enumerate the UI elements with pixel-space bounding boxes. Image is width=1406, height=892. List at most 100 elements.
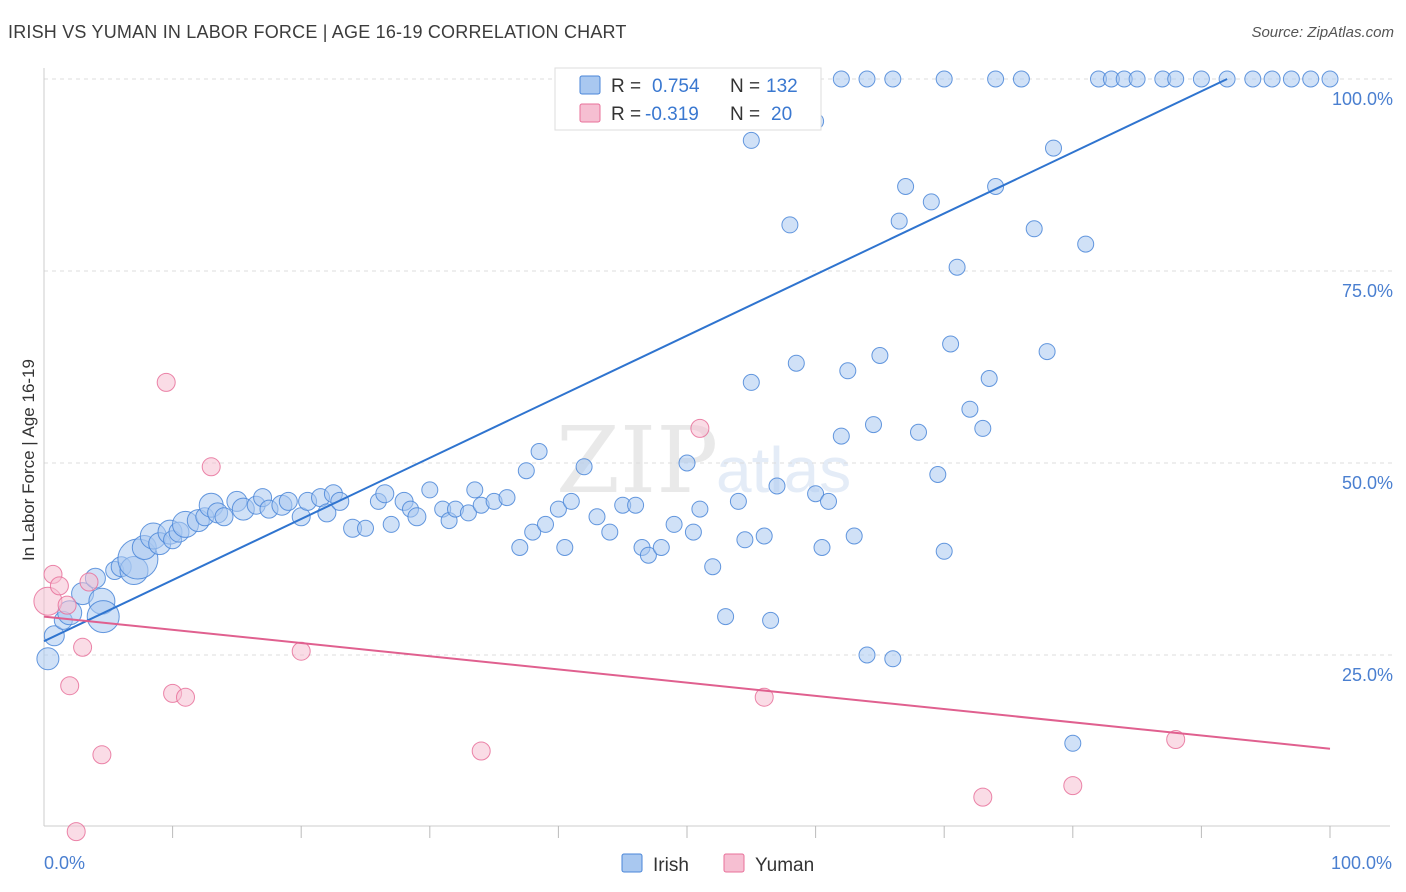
yuman-points [33, 372, 1186, 842]
yuman-point-15 [690, 418, 710, 438]
irish-point-128 [1282, 70, 1300, 88]
yuman-point-5 [66, 822, 86, 842]
irish-point-104 [980, 370, 998, 387]
irish-point-112 [832, 70, 850, 88]
irish-point-132 [742, 131, 760, 149]
yuman-point-8 [92, 745, 112, 765]
source-label: Source: ZipAtlas.com [1251, 24, 1394, 41]
irish-point-59 [549, 500, 567, 518]
irish-point-90 [858, 646, 876, 664]
irish-point-44 [407, 507, 427, 527]
irish-point-115 [935, 70, 953, 88]
y-tick-label-100: 100.0% [1332, 89, 1393, 109]
irish-point-45 [421, 481, 439, 499]
yuman-n-value: 20 [771, 104, 792, 125]
irish-n-value: 132 [766, 76, 798, 97]
yuman-point-4 [60, 676, 80, 696]
irish-point-0 [36, 647, 60, 671]
irish-point-87 [832, 427, 850, 445]
irish-point-102 [961, 400, 979, 418]
legend-irish-swatch [621, 853, 643, 873]
irish-point-116 [987, 70, 1005, 88]
yuman-r-value: -0.319 [645, 104, 699, 125]
irish-point-63 [588, 508, 606, 526]
legend-yuman-label: Yuman [755, 855, 814, 876]
legend-irish-label: Irish [653, 855, 689, 876]
irish-point-107 [1038, 343, 1056, 361]
irish-point-99 [935, 542, 953, 560]
irish-r-label: R = [611, 76, 641, 97]
irish-point-117 [1012, 70, 1030, 88]
yuman-legend-swatch [579, 103, 601, 123]
irish-point-78 [742, 373, 760, 391]
irish-point-77 [736, 531, 754, 549]
irish-point-121 [1128, 70, 1146, 88]
yuman-r-label: R = [611, 104, 641, 125]
irish-point-100 [942, 335, 960, 353]
yuman-point-12 [201, 457, 221, 477]
irish-point-124 [1192, 70, 1210, 88]
y-tick-label-25: 25.0% [1342, 665, 1393, 685]
irish-point-72 [684, 523, 702, 541]
irish-point-82 [781, 216, 799, 234]
irish-point-127 [1263, 70, 1281, 88]
x-ticks [172, 826, 1331, 838]
stats-legend: R = 0.754 N = 132 R = -0.319 N = 20 [554, 67, 822, 131]
yuman-point-14 [471, 741, 491, 761]
irish-point-91 [865, 416, 882, 434]
y-tick-labels: 25.0% 50.0% 75.0% 100.0% [1332, 89, 1393, 685]
irish-point-38 [357, 519, 374, 537]
irish-point-113 [858, 70, 876, 88]
irish-point-126 [1244, 70, 1262, 88]
irish-point-57 [530, 443, 548, 460]
irish-r-value: 0.754 [652, 76, 700, 97]
irish-point-92 [871, 347, 889, 364]
irish-point-129 [1302, 70, 1320, 88]
irish-point-75 [717, 608, 735, 626]
irish-point-74 [704, 558, 722, 576]
irish-point-98 [929, 466, 947, 483]
irish-point-106 [1025, 220, 1043, 238]
irish-point-61 [562, 492, 580, 510]
irish-point-81 [768, 477, 786, 495]
y-tick-label-75: 75.0% [1342, 281, 1393, 301]
irish-point-83 [787, 354, 805, 372]
yuman-point-3 [57, 595, 77, 615]
yuman-trend-line [43, 615, 1331, 750]
irish-point-109 [1064, 734, 1082, 752]
irish-point-64 [601, 523, 619, 541]
x-tick-label-min: 0.0% [44, 853, 85, 873]
irish-point-62 [575, 458, 593, 476]
irish-point-86 [820, 492, 837, 510]
irish-point-88 [839, 362, 857, 380]
irish-point-49 [459, 504, 477, 522]
irish-point-66 [627, 496, 645, 514]
irish-point-40 [375, 484, 395, 504]
legend-yuman-swatch [723, 853, 745, 873]
irish-point-68 [639, 546, 657, 564]
irish-point-85 [813, 539, 831, 556]
irish-point-69 [652, 539, 670, 556]
irish-point-60 [556, 539, 574, 556]
irish-point-97 [922, 193, 940, 211]
irish-point-114 [884, 70, 902, 88]
yuman-point-11 [176, 687, 195, 707]
irish-point-71 [678, 454, 696, 472]
irish-point-23 [214, 507, 234, 527]
y-tick-label-50: 50.0% [1342, 473, 1393, 493]
irish-point-58 [537, 515, 554, 533]
irish-point-84 [807, 485, 825, 503]
y-axis-title: In Labor Force | Age 16-19 [19, 359, 38, 561]
trend-lines [43, 78, 1331, 750]
irish-point-96 [910, 423, 927, 441]
yuman-point-13 [291, 641, 311, 661]
irish-point-79 [755, 527, 773, 545]
irish-point-73 [691, 500, 709, 518]
irish-point-54 [511, 539, 529, 556]
irish-point-89 [845, 527, 863, 545]
irish-point-41 [382, 515, 400, 533]
yuman-point-2 [49, 576, 69, 596]
axes [43, 68, 1390, 827]
yuman-point-18 [1063, 776, 1083, 796]
